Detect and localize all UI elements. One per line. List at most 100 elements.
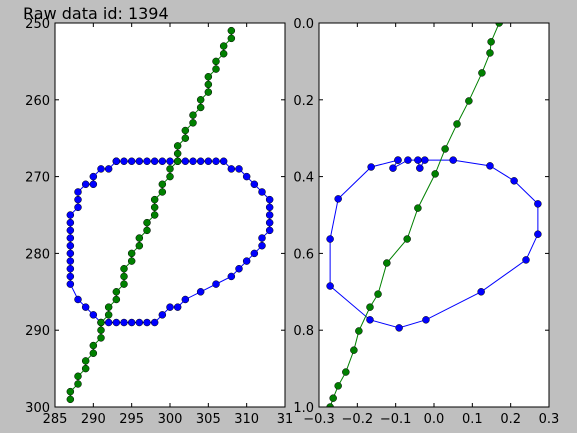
data-point: [181, 295, 190, 304]
data-point: [120, 265, 128, 273]
data-point: [173, 142, 182, 150]
data-point: [135, 241, 144, 250]
data-point: [166, 157, 174, 165]
data-point: [495, 23, 503, 27]
data-point: [127, 157, 136, 165]
x-tick-label: 285: [43, 412, 68, 427]
data-point: [414, 156, 422, 164]
y-tick-label: 250: [25, 17, 50, 32]
data-point: [204, 157, 213, 165]
data-point: [158, 188, 167, 196]
data-point: [189, 157, 197, 165]
data-point: [89, 311, 98, 319]
y-tick-label: 0.0: [293, 17, 314, 32]
x-tick-label: −0.3: [303, 412, 335, 427]
data-point: [265, 226, 274, 235]
data-point: [120, 157, 128, 165]
data-point: [219, 157, 228, 165]
data-point: [181, 126, 190, 135]
data-point: [66, 249, 75, 258]
data-point: [522, 256, 530, 264]
data-point: [366, 316, 374, 324]
data-point: [104, 303, 113, 311]
data-point: [416, 164, 424, 172]
x-tick-label: 0.1: [462, 412, 483, 427]
data-point: [204, 80, 213, 89]
x-tick-label: −0.2: [342, 412, 374, 427]
data-point: [89, 172, 98, 181]
data-point: [189, 119, 197, 127]
y-tick-label: 290: [25, 324, 50, 339]
data-point: [196, 96, 205, 104]
data-point: [383, 259, 391, 267]
data-point: [135, 234, 144, 242]
data-point: [112, 295, 121, 304]
data-point: [235, 165, 243, 173]
data-point: [127, 257, 136, 265]
data-point: [112, 288, 121, 296]
data-point: [326, 235, 334, 243]
data-point: [389, 164, 397, 172]
data-point: [189, 111, 197, 119]
data-point: [135, 318, 144, 327]
data-point: [74, 195, 82, 204]
data-point: [219, 42, 228, 50]
data-point: [212, 157, 220, 165]
x-tick-label: 0.0: [424, 412, 445, 427]
data-point: [227, 165, 236, 173]
data-point: [143, 157, 151, 165]
data-point: [326, 282, 334, 290]
y-tick-label: 1.0: [293, 401, 314, 416]
data-point: [394, 156, 402, 164]
data-point: [265, 218, 274, 227]
x-tick-label: 300: [158, 412, 183, 427]
data-point: [150, 318, 159, 327]
data-point: [97, 334, 105, 342]
plot-area: [55, 23, 285, 407]
data-point: [127, 318, 136, 327]
plot-content: [66, 26, 274, 404]
data-point: [486, 49, 494, 57]
data-point: [150, 157, 159, 165]
y-tick-label: 260: [25, 94, 50, 109]
data-point: [66, 280, 75, 288]
data-point: [204, 73, 213, 81]
y-tick-label: 270: [25, 171, 50, 186]
data-point: [196, 103, 205, 112]
data-point: [127, 249, 136, 258]
data-point: [465, 97, 473, 105]
data-point: [453, 120, 461, 128]
data-point: [242, 257, 251, 265]
data-point: [395, 324, 403, 332]
data-point: [326, 403, 334, 407]
data-point: [66, 395, 75, 404]
data-point: [366, 303, 374, 311]
data-point: [97, 318, 105, 327]
data-point: [112, 318, 121, 327]
data-point: [334, 195, 342, 203]
data-point: [196, 288, 205, 296]
data-point: [74, 188, 82, 196]
data-point: [478, 69, 486, 77]
data-point: [66, 234, 75, 242]
data-point: [367, 163, 375, 171]
data-point: [66, 218, 75, 227]
data-point: [66, 211, 75, 219]
data-point: [81, 180, 90, 189]
data-point: [158, 157, 167, 165]
data-point: [477, 288, 485, 296]
data-point: [74, 372, 82, 381]
data-point: [403, 235, 411, 243]
data-point: [143, 226, 151, 235]
data-point: [74, 295, 82, 304]
data-point: [510, 177, 518, 185]
data-point: [120, 280, 128, 288]
data-point: [74, 203, 82, 212]
y-tick-label: 280: [25, 247, 50, 262]
data-point: [166, 303, 174, 311]
data-point: [487, 38, 495, 46]
x-tick-label: 305: [196, 412, 221, 427]
data-point: [74, 380, 82, 388]
